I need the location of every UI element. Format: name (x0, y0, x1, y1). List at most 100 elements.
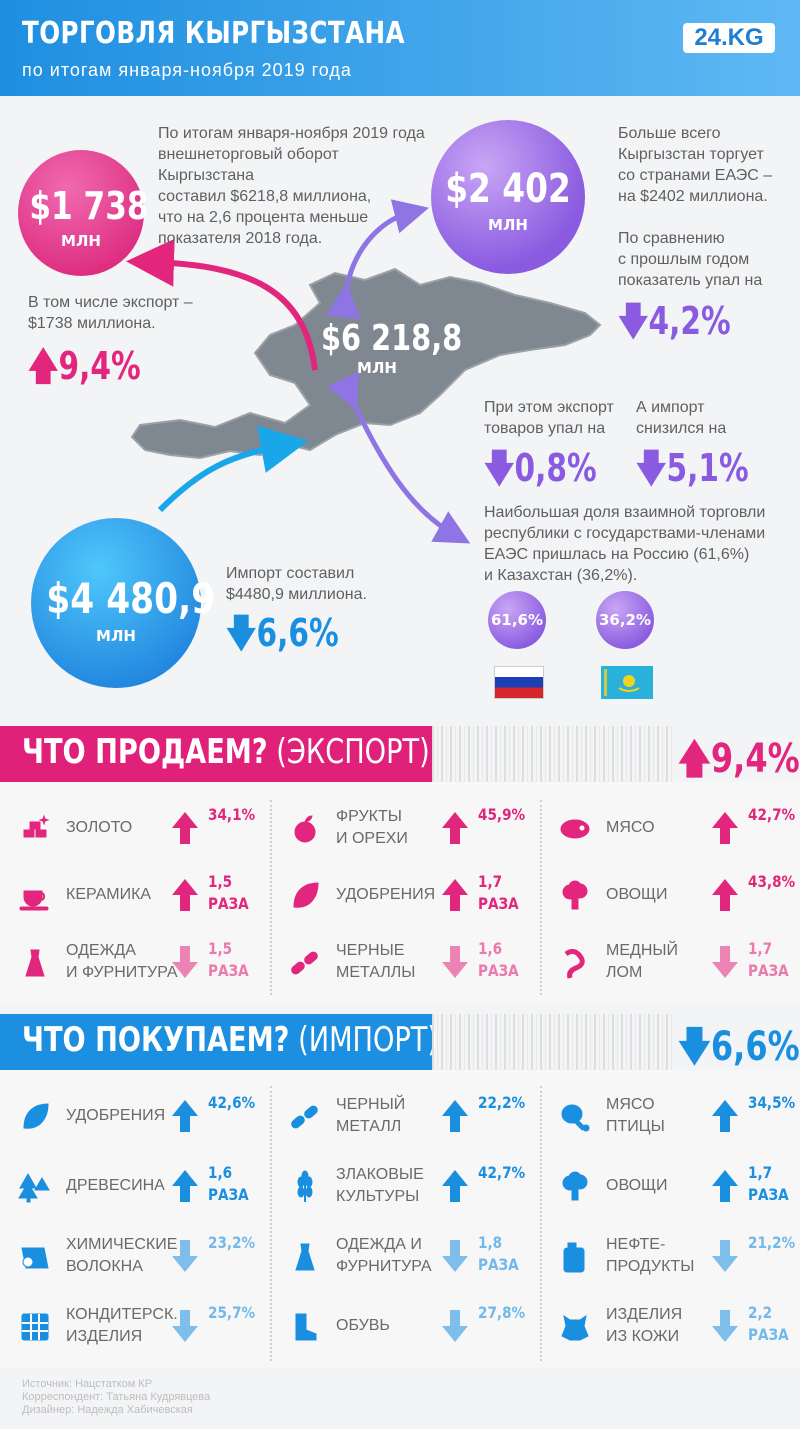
item-label: ОВОЩИ (606, 1177, 668, 1194)
source-credit: Источник: Нацстатком КР (22, 1378, 153, 1390)
chain-icon (288, 1100, 322, 1134)
item-label: ДРЕВЕСИНА (66, 1177, 165, 1194)
fuel-canister-icon (558, 1240, 592, 1274)
trade-item: ФРУКТЫ И ОРЕХИ 45,9% (284, 805, 534, 865)
arrow-up-icon: 🡅 (28, 344, 59, 388)
copper-scrap-icon (558, 946, 592, 980)
item-value: 1,5 РАЗА (208, 872, 249, 913)
trade-item: КОНДИТЕРСК. ИЗДЕЛИЯ 25,7% (14, 1303, 264, 1366)
import-band (0, 1014, 432, 1070)
apple-icon (288, 812, 322, 846)
arrow-down-icon (440, 1238, 470, 1274)
item-value: 1,8 РАЗА (478, 1233, 519, 1274)
trade-item: ОДЕЖДА И ФУРНИТУРА 1,5 РАЗА (14, 939, 264, 999)
arrow-down-icon: 🡇 (226, 611, 257, 655)
turnover-text: По итогам января-ноября 2019 года внешнет… (158, 125, 425, 247)
export-value: $1 738 (29, 184, 149, 228)
item-value: 1,6 РАЗА (478, 939, 519, 980)
trade-item: МЯСО 42,7% (554, 805, 800, 865)
eaes-change: 🡇4,2% (618, 299, 731, 343)
item-value: 2,2 РАЗА (748, 1303, 789, 1344)
export-text: В том числе экспорт – $1738 миллиона. (28, 294, 193, 332)
item-value: 1,5 РАЗА (208, 939, 249, 980)
arrow-up-icon (170, 877, 200, 913)
item-label: ФРУКТЫ И ОРЕХИ (336, 808, 408, 847)
eaes-circle: $2 402 МЛН (431, 120, 585, 274)
eaes-export-change: 🡇0,8% (484, 446, 597, 490)
broccoli-icon (558, 1170, 592, 1204)
arrow-down-icon: 🡇 (618, 299, 649, 343)
boot-icon (288, 1310, 322, 1344)
flow-arrows (126, 199, 471, 544)
gold-bars-icon (18, 812, 52, 846)
item-label: ОДЕЖДА И ФУРНИТУРА (66, 942, 178, 981)
import-section-title: ЧТО ПОКУПАЕМ? (ИМПОРТ) (22, 1020, 439, 1060)
item-label: МЯСО (606, 819, 655, 836)
trade-item: ОДЕЖДА И ФУРНИТУРА 1,8 РАЗА (284, 1233, 534, 1296)
import-section-change: 🡇6,6% (678, 1024, 800, 1070)
arrow-up-icon (710, 810, 740, 846)
arrow-up-icon (710, 1168, 740, 1204)
export-band-stripes (432, 726, 672, 782)
item-label: КЕРАМИКА (66, 886, 152, 903)
item-label: ИЗДЕЛИЯ ИЗ КОЖИ (606, 1306, 683, 1345)
header-banner (0, 0, 800, 96)
arrow-down-icon: 🡇 (636, 446, 667, 490)
import-arrow (157, 425, 309, 513)
item-label: ХИМИЧЕСКИЕ ВОЛОКНА (66, 1236, 178, 1275)
trade-item: УДОБРЕНИЯ 1,7 РАЗА (284, 872, 534, 932)
item-label: УДОБРЕНИЯ (66, 1107, 166, 1124)
fabric-roll-icon (18, 1240, 52, 1274)
item-value: 34,1% (208, 805, 256, 824)
broccoli-icon (558, 879, 592, 913)
eaes-import-text: А импорт снизился на (636, 399, 727, 437)
export-unit: МЛН (61, 232, 101, 250)
item-label: ЧЕРНЫЙ МЕТАЛЛ (336, 1096, 406, 1135)
import-grid-bg (0, 1070, 800, 1368)
item-value: 22,2% (478, 1093, 526, 1112)
trade-item: МЕДНЫЙ ЛОМ 1,7 РАЗА (554, 939, 800, 999)
column-divider (270, 1086, 272, 1361)
arrow-down-icon (440, 1308, 470, 1344)
import-band-stripes (432, 1014, 672, 1070)
page-subtitle: по итогам января-ноября 2019 года (22, 60, 352, 80)
meat-icon (558, 812, 592, 846)
leather-icon (558, 1310, 592, 1344)
trade-item: ИЗДЕЛИЯ ИЗ КОЖИ 2,2 РАЗА (554, 1303, 800, 1366)
import-change: 🡇6,6% (226, 611, 339, 655)
export-arrow (126, 238, 318, 371)
item-value: 27,8% (478, 1303, 526, 1322)
chain-icon (288, 946, 322, 980)
item-label: УДОБРЕНИЯ (336, 886, 436, 903)
item-value: 1,6 РАЗА (208, 1163, 249, 1204)
eaes-text: Больше всего Кыргызстан торгует со странам… (618, 125, 773, 205)
designer-credit: Дизайнер: Надежда Хабичевская (22, 1404, 193, 1416)
trade-item: ЗЛАКОВЫЕ КУЛЬТУРЫ 42,7% (284, 1163, 534, 1226)
partners-arrow (326, 371, 471, 544)
kazakhstan-flag-icon (601, 666, 653, 699)
russia-share: 61,6% (488, 591, 546, 649)
item-value: 1,7 РАЗА (478, 872, 519, 913)
arrow-up-icon (440, 810, 470, 846)
import-text: Импорт составил $4480,9 миллиона. (226, 565, 367, 603)
item-value: 42,7% (748, 805, 796, 824)
item-label: ОБУВЬ (336, 1317, 390, 1334)
chocolate-icon (18, 1310, 52, 1344)
column-divider (270, 800, 272, 995)
trade-item: КЕРАМИКА 1,5 РАЗА (14, 872, 264, 932)
wheat-icon (288, 1170, 322, 1204)
arrow-up-icon (170, 810, 200, 846)
dress-icon (288, 1240, 322, 1274)
item-label: МЕДНЫЙ ЛОМ (606, 942, 679, 981)
eaes-import-change: 🡇5,1% (636, 446, 749, 490)
column-divider (540, 800, 542, 995)
item-label: ЧЕРНЫЕ МЕТАЛЛЫ (336, 942, 416, 981)
arrow-down-icon: 🡇 (678, 1024, 711, 1070)
site-logo[interactable]: 24.KG (683, 23, 775, 53)
trade-item: ОВОЩИ 43,8% (554, 872, 800, 932)
trade-item: ОБУВЬ 27,8% (284, 1303, 534, 1366)
import-unit: МЛН (96, 627, 136, 645)
correspondent-credit: Корреспондент: Татьяна Кудрявцева (22, 1391, 211, 1403)
arrow-up-icon (710, 1098, 740, 1134)
export-circle: $1 738 МЛН (18, 150, 149, 276)
